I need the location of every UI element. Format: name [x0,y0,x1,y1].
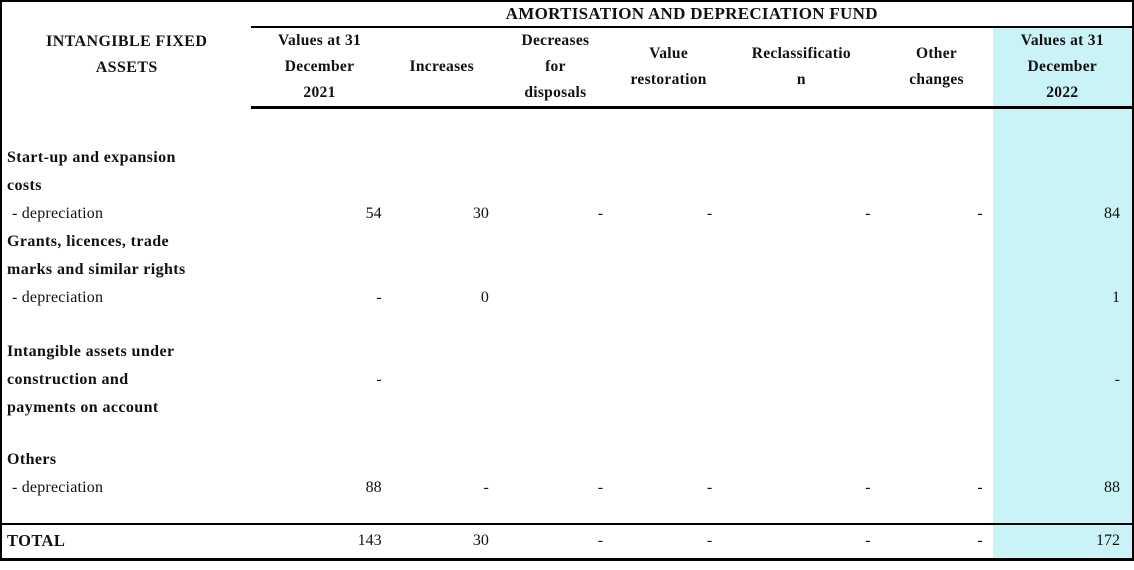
value-cell: - [865,204,871,222]
header-line: Other [915,45,958,62]
row-label: Intangible assets under [7,342,175,360]
row-total: TOTAL 143 30 - - - - 172 [1,522,1133,560]
header-line: 2021 [303,84,336,101]
total-label: TOTAL [1,522,252,560]
header-row-fund: INTANGIBLE FIXED ASSETS AMORTISATION AND… [1,1,1133,76]
corner-header-intangible-fixed-assets: INTANGIBLE FIXED ASSETS [1,1,251,108]
column-header-other-changes: Other changes [880,27,993,109]
corner-header-line2: ASSETS [95,58,158,76]
value-cell: 0 [480,288,489,306]
row-construction-label-1: Intangible assets under [1,337,1133,366]
row-grants-depreciation: - depreciation - 0 1 [1,283,1133,312]
value-cell: 54 [365,204,382,222]
row-grants-label-2: marks and similar rights [1,255,1133,284]
header-line: Value [649,45,689,62]
value-cell [496,284,615,312]
value-cell: - [977,478,983,496]
value-cell: - [597,478,604,496]
row-label: Start-up and expansion [7,148,176,166]
row-label: Others [7,450,57,468]
row-label: costs [7,176,42,194]
value-cell [388,366,496,394]
column-header-decreases-for-disposals: Decreases for disposals [495,27,616,109]
spacer-row [1,501,1133,524]
total-value-cell: 143 [251,522,388,560]
header-line: December [1027,58,1098,75]
row-startup-label-2: costs [1,171,1133,200]
value-cell: - [376,370,382,388]
header-line: December [284,58,355,75]
row-startup-depreciation: - depreciation 54 30 - - - - 84 [1,199,1133,228]
sub-row-label: - depreciation [12,478,104,496]
value-cell: 84 [992,199,1133,228]
value-cell: 88 [365,478,382,496]
total-value-cell: - [495,522,616,560]
value-cell: 30 [472,204,489,222]
header-row-columns: Values at 31 December 2021 Increases Dec… [1,27,1133,109]
value-cell: - [706,478,713,496]
spacer-row [1,107,1133,144]
header-line: Decreases [521,32,590,49]
value-cell: - [597,204,604,222]
total-value-cell: - [722,522,881,560]
spacer-row [1,421,1133,446]
sub-row-label: - depreciation [12,288,104,306]
header-line: disposals [524,84,587,101]
header-line: Values at 31 [1020,32,1104,49]
total-value-cell: - [615,522,723,560]
row-startup-label-1: Start-up and expansion [1,143,1133,172]
total-value-cell: 30 [387,522,496,560]
row-label: construction and [7,370,129,388]
value-cell [615,284,722,312]
value-cell: - [706,204,713,222]
value-cell: - [483,478,489,496]
header-line: n [796,71,806,88]
value-cell [496,366,615,394]
value-cell: 1 [992,283,1133,312]
corner-header-line1: INTANGIBLE FIXED [46,32,208,50]
row-construction-label-3: payments on account [1,393,1133,422]
column-header-value-restoration: Value restoration [615,27,723,109]
value-cell: - [865,478,871,496]
column-header-reclassification: Reclassificatio n [722,27,881,109]
value-cell [722,366,880,394]
value-cell [880,284,992,312]
spacer-row [1,311,1133,338]
column-header-increases: Increases [387,27,496,109]
value-cell [880,366,992,394]
header-line: Reclassificatio [751,45,851,62]
header-line: 2022 [1046,84,1079,101]
column-header-values-2022: Values at 31 December 2022 [992,27,1133,109]
sub-row-label: - depreciation [12,204,104,222]
value-cell [615,366,722,394]
row-label: payments on account [7,398,159,416]
row-construction-values: construction and - - [1,365,1133,394]
row-label: Grants, licences, trade [7,232,170,250]
value-cell [722,284,880,312]
header-line: restoration [630,71,707,88]
value-cell: - [992,365,1133,394]
header-line: Values at 31 [277,32,362,49]
header-line: Increases [409,58,474,75]
row-grants-label-1: Grants, licences, trade [1,227,1133,256]
value-cell: 88 [992,473,1133,502]
row-others-label: Others [1,445,1133,474]
total-value-cell: 172 [992,522,1133,560]
column-header-values-2021: Values at 31 December 2021 [251,27,388,109]
value-cell: - [977,204,983,222]
row-others-depreciation: - depreciation 88 - - - - - 88 [1,473,1133,502]
total-value-cell: - [880,522,993,560]
row-label: marks and similar rights [7,260,186,278]
header-line: for [545,58,566,75]
header-line: changes [909,71,964,88]
value-cell: - [376,288,382,306]
fund-title: AMORTISATION AND DEPRECIATION FUND [251,1,1133,28]
